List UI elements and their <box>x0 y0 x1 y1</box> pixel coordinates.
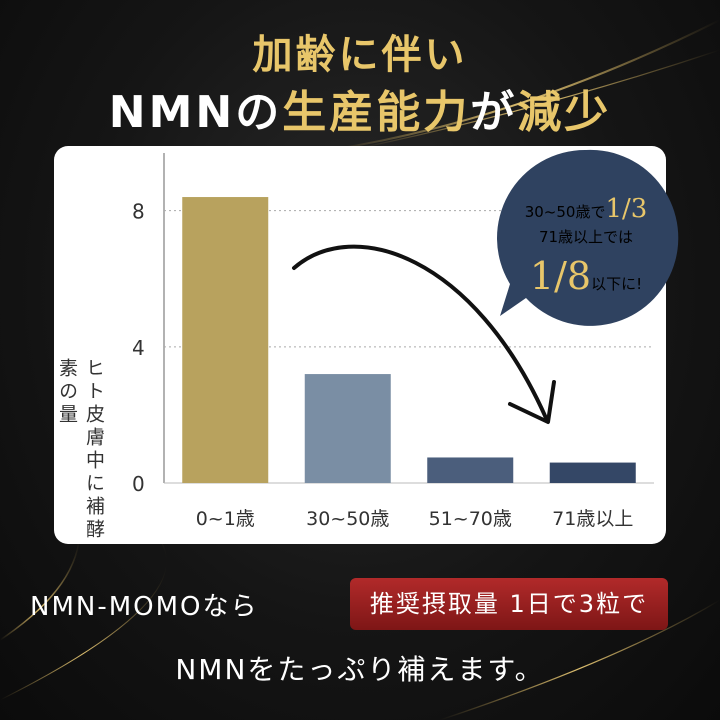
annotation-line3: 1/8以下に! <box>486 254 686 298</box>
y-tick-label: 0 <box>132 472 145 496</box>
bar <box>427 457 514 483</box>
annotation-eighth: 1/8 <box>529 254 592 298</box>
bar-chart: 0 4 8 0~1歳 30~50歳 51~70歳 71歳以上 <box>132 153 654 530</box>
speech-bubble-shape <box>497 149 679 326</box>
headline-line2: NMNの生産能力が減少 <box>0 76 720 140</box>
headline-production: 生産能力 <box>282 87 471 138</box>
bar <box>549 462 636 483</box>
y-tick-label: 4 <box>132 336 145 360</box>
annotation-line1-prefix: 30~50歳で <box>524 203 606 221</box>
headline-nmn: NMNの <box>108 87 283 138</box>
headline-line1: 加齢に伴い <box>252 32 468 78</box>
x-tick-label: 51~70歳 <box>429 508 512 530</box>
headline-ga: が <box>470 87 518 138</box>
dosage-badge: 推奨摂取量 1日で3粒で <box>350 578 668 630</box>
brand-text: NMN-MOMOなら <box>30 592 259 622</box>
x-tick-label: 30~50歳 <box>306 508 389 530</box>
annotation-line1: 30~50歳で1/3 <box>486 194 686 224</box>
annotation-line3-suffix: 以下に! <box>591 275 643 293</box>
x-tick-label: 0~1歳 <box>196 508 255 530</box>
x-tick-label: 71歳以上 <box>552 508 633 530</box>
bar <box>182 197 269 484</box>
y-axis-label: ヒト皮膚中に補酵素の量 <box>56 358 105 542</box>
closing-text: NMNをたっぷり補えます。 <box>175 653 545 686</box>
headline-decrease: 減少 <box>517 87 612 138</box>
trend-arrow-head <box>508 380 556 424</box>
bar <box>304 374 391 483</box>
speech-bubble: 30~50歳で1/3 71歳以上では 1/8以下に! <box>486 138 706 348</box>
chart-panel: 0 4 8 0~1歳 30~50歳 51~70歳 71歳以上 ヒト皮膚中に補酵素の量 <box>54 146 666 544</box>
trend-arrow <box>292 244 548 420</box>
y-tick-label: 8 <box>132 200 145 224</box>
annotation-line2: 71歳以上では <box>538 228 634 246</box>
annotation-third: 1/3 <box>605 194 648 224</box>
